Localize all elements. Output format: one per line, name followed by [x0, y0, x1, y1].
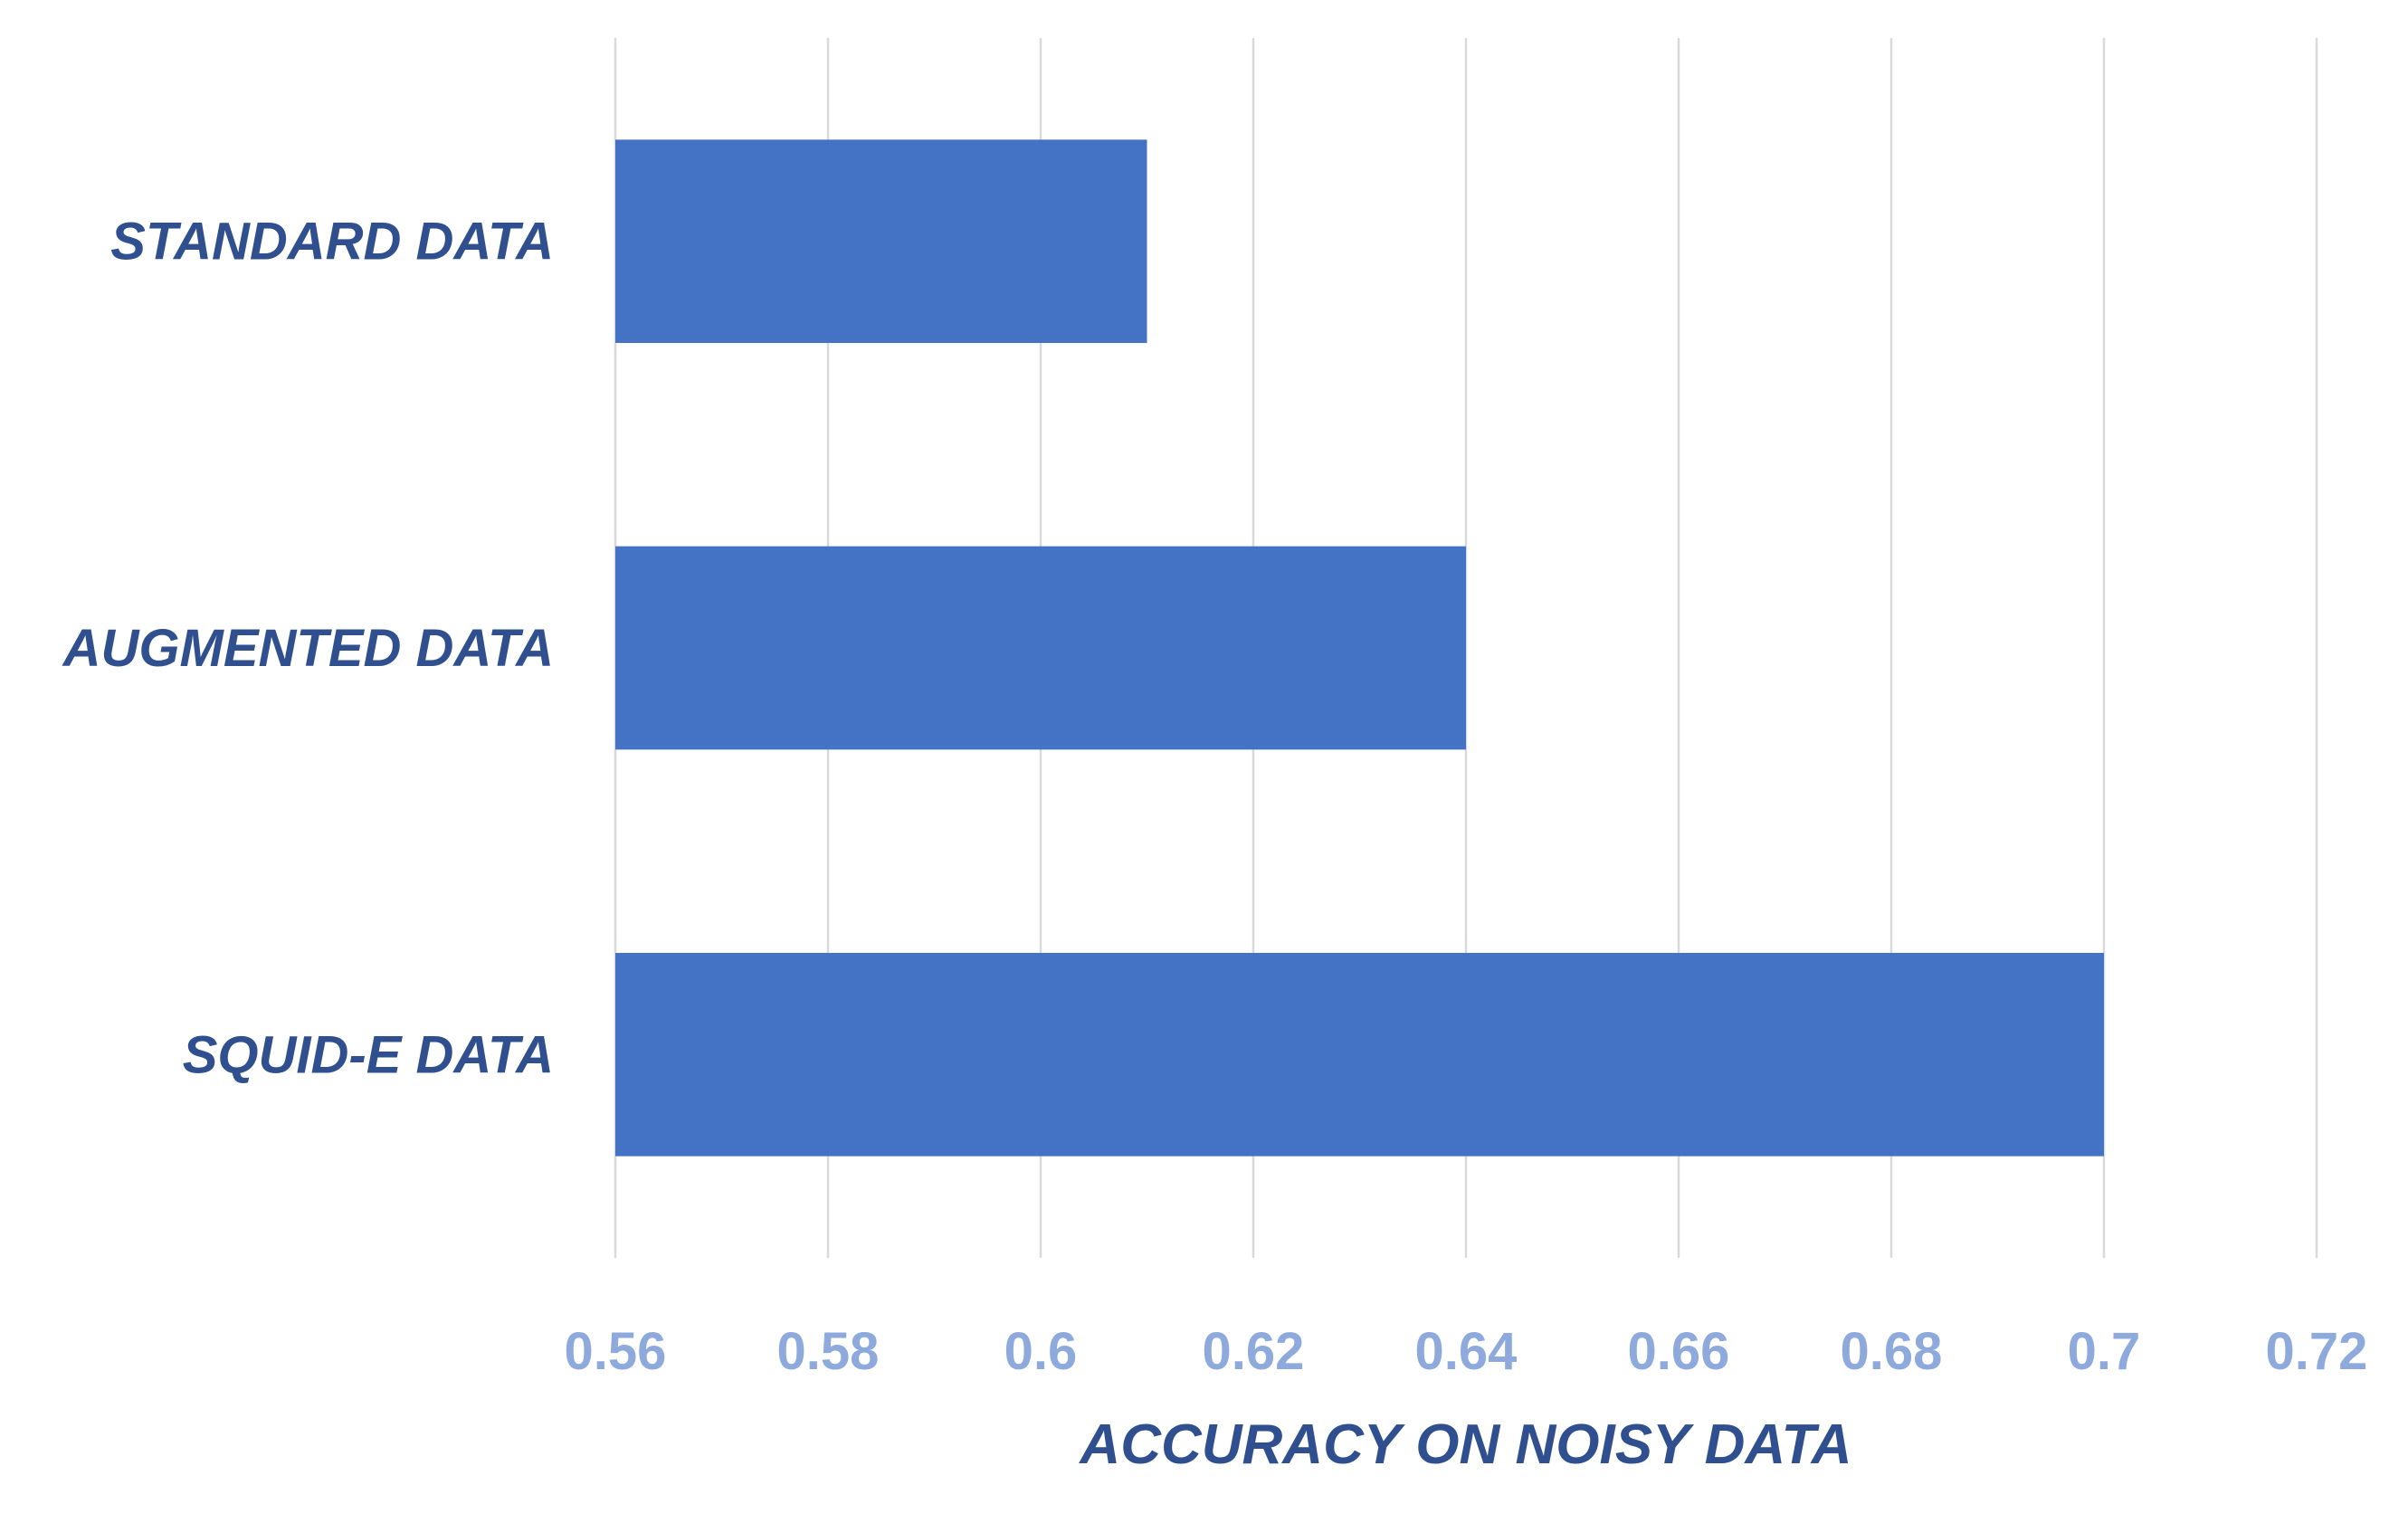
x-tick-label: 0.68	[1841, 1322, 1943, 1381]
x-axis-title: ACCURACY ON NOISY DATA	[1078, 1414, 1851, 1476]
bar	[615, 953, 2104, 1157]
x-tick-label: 0.64	[1415, 1322, 1518, 1381]
x-tick-label: 0.7	[2068, 1322, 2141, 1381]
x-tick-label: 0.62	[1203, 1322, 1305, 1381]
category-label: AUGMENTED DATA	[62, 619, 554, 678]
x-tick-label: 0.6	[1004, 1322, 1078, 1381]
x-tick-label: 0.66	[1628, 1322, 1730, 1381]
category-label: SQUID-E DATA	[183, 1025, 554, 1084]
category-labels: STANDARD DATA AUGMENTED DATA SQUID-E DATA	[62, 213, 554, 1085]
x-tick-label: 0.72	[2266, 1322, 2368, 1381]
x-tick-labels: 0.56 0.58 0.6 0.62 0.64 0.66 0.68 0.7 0.72	[565, 1322, 2368, 1381]
x-tick-label: 0.56	[565, 1322, 667, 1381]
bar	[615, 546, 1466, 750]
bars	[615, 139, 2104, 1157]
bar	[615, 139, 1147, 343]
category-label: STANDARD DATA	[110, 213, 554, 271]
x-tick-label: 0.58	[777, 1322, 880, 1381]
